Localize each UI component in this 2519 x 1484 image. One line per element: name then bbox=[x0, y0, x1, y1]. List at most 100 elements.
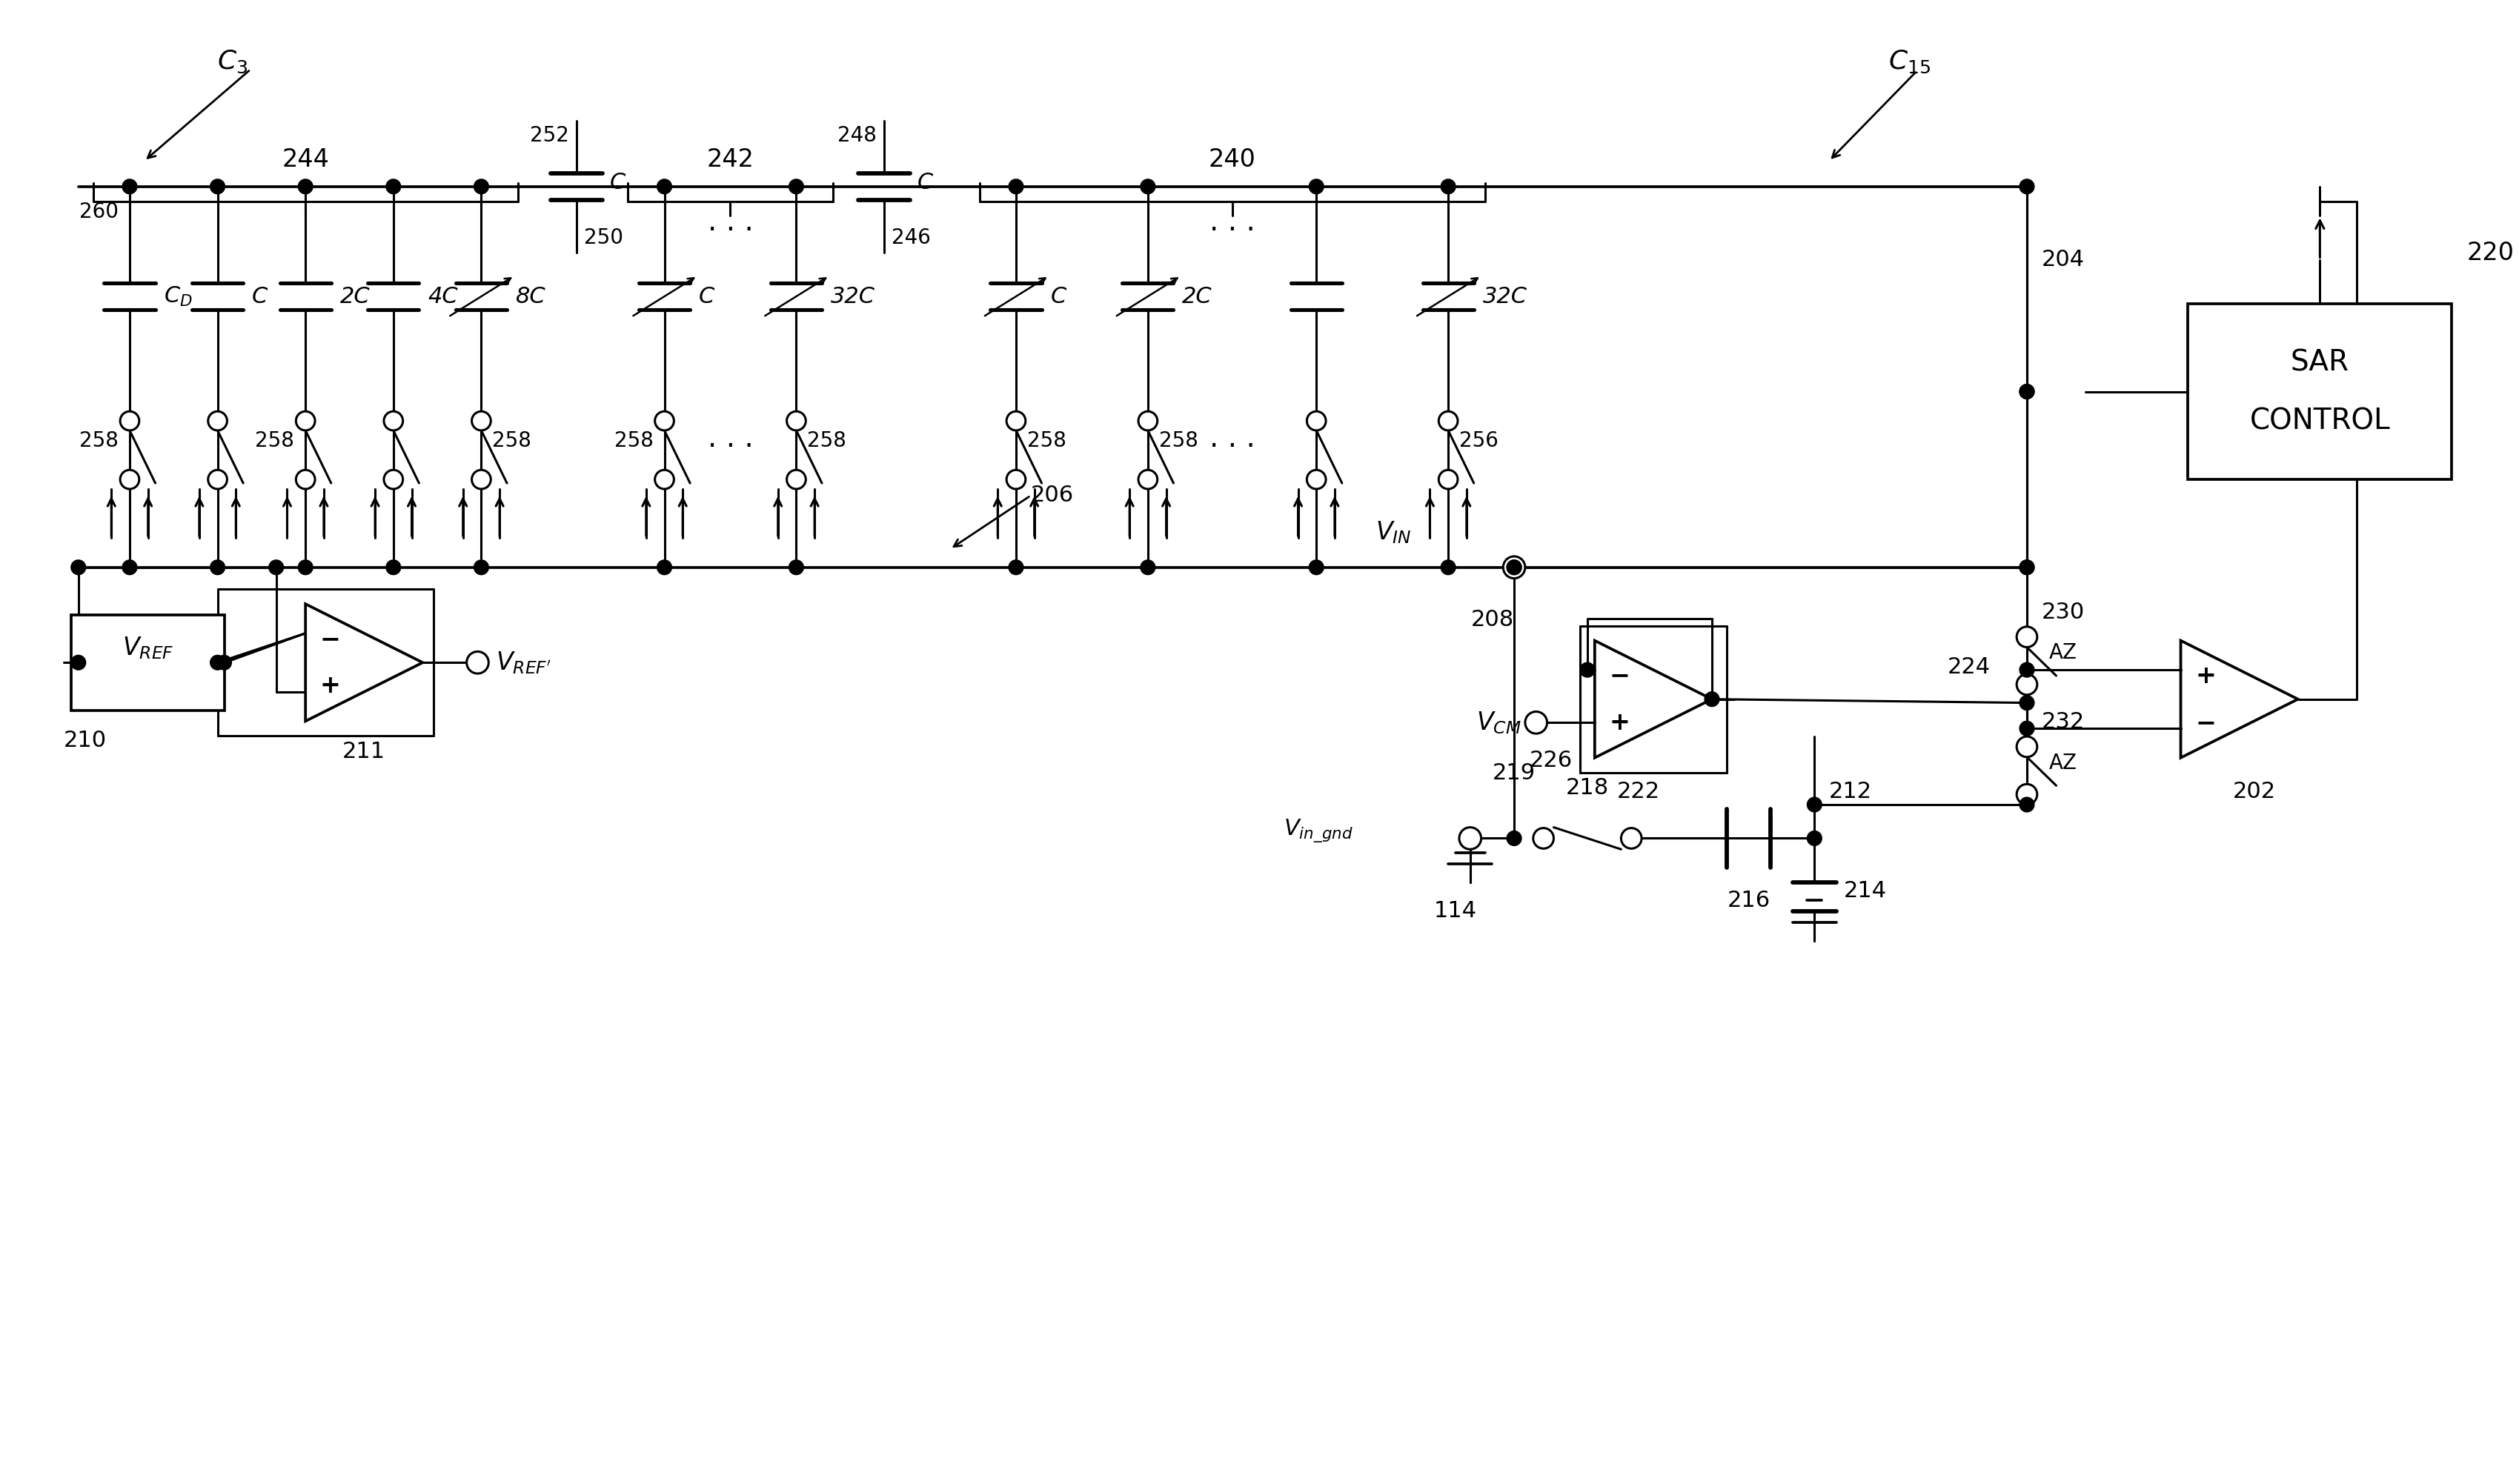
Text: CONTROL: CONTROL bbox=[2249, 407, 2391, 435]
Circle shape bbox=[121, 470, 139, 490]
Circle shape bbox=[2018, 784, 2038, 804]
Text: 224: 224 bbox=[1947, 656, 1990, 678]
Circle shape bbox=[209, 656, 224, 669]
Circle shape bbox=[1438, 411, 1459, 430]
Text: 219: 219 bbox=[1491, 763, 1534, 784]
Text: C: C bbox=[252, 285, 267, 307]
Circle shape bbox=[786, 411, 806, 430]
Circle shape bbox=[2020, 384, 2035, 399]
Circle shape bbox=[1459, 827, 1481, 849]
Circle shape bbox=[1307, 470, 1325, 490]
Text: 216: 216 bbox=[1728, 889, 1771, 911]
Circle shape bbox=[1307, 411, 1325, 430]
Circle shape bbox=[471, 411, 491, 430]
Circle shape bbox=[1008, 470, 1025, 490]
Circle shape bbox=[1506, 559, 1521, 574]
Circle shape bbox=[1008, 180, 1023, 194]
Circle shape bbox=[71, 656, 86, 669]
Text: · · ·: · · · bbox=[708, 217, 753, 245]
Circle shape bbox=[1806, 797, 1821, 812]
Text: 208: 208 bbox=[1471, 608, 1514, 631]
Circle shape bbox=[655, 411, 675, 430]
Text: C: C bbox=[1050, 285, 1066, 307]
Text: 230: 230 bbox=[2040, 601, 2086, 623]
Text: 202: 202 bbox=[2232, 781, 2275, 803]
Text: 258: 258 bbox=[1159, 430, 1199, 451]
Text: AZ: AZ bbox=[2048, 643, 2078, 663]
Circle shape bbox=[295, 470, 315, 490]
Text: 232: 232 bbox=[2040, 711, 2086, 733]
Circle shape bbox=[383, 411, 403, 430]
Circle shape bbox=[270, 559, 285, 574]
Text: 226: 226 bbox=[1529, 749, 1572, 772]
Text: AZ: AZ bbox=[2048, 752, 2078, 773]
Text: C: C bbox=[610, 172, 625, 193]
Circle shape bbox=[385, 180, 401, 194]
Text: C: C bbox=[917, 172, 932, 193]
Circle shape bbox=[1622, 828, 1642, 849]
Text: $V_{IN}$: $V_{IN}$ bbox=[1375, 519, 1411, 546]
Circle shape bbox=[209, 180, 224, 194]
Circle shape bbox=[1441, 559, 1456, 574]
Text: 32C: 32C bbox=[831, 285, 874, 307]
Text: +: + bbox=[1610, 711, 1630, 735]
Circle shape bbox=[1310, 559, 1322, 574]
Text: 204: 204 bbox=[2040, 249, 2086, 270]
Circle shape bbox=[788, 180, 804, 194]
Circle shape bbox=[2020, 180, 2035, 194]
Circle shape bbox=[2020, 721, 2035, 736]
Text: 244: 244 bbox=[282, 147, 330, 172]
Text: 258: 258 bbox=[81, 430, 118, 451]
Circle shape bbox=[1141, 559, 1156, 574]
Circle shape bbox=[1504, 556, 1524, 579]
Circle shape bbox=[474, 559, 489, 574]
Circle shape bbox=[657, 559, 673, 574]
Text: 211: 211 bbox=[343, 741, 385, 763]
Circle shape bbox=[1139, 411, 1156, 430]
Text: 242: 242 bbox=[708, 147, 753, 172]
Text: $C_3$: $C_3$ bbox=[217, 49, 247, 76]
Text: 252: 252 bbox=[529, 125, 569, 145]
Text: · · ·: · · · bbox=[1209, 432, 1254, 460]
Circle shape bbox=[1506, 831, 1521, 846]
Text: 256: 256 bbox=[1459, 430, 1499, 451]
Circle shape bbox=[1524, 712, 1547, 733]
Circle shape bbox=[471, 470, 491, 490]
Circle shape bbox=[295, 411, 315, 430]
Text: $C_{15}$: $C_{15}$ bbox=[1889, 49, 1932, 76]
Circle shape bbox=[1441, 180, 1456, 194]
Circle shape bbox=[2020, 696, 2035, 711]
Text: 246: 246 bbox=[892, 227, 930, 248]
Text: · · ·: · · · bbox=[1209, 217, 1254, 245]
Circle shape bbox=[1008, 559, 1023, 574]
Circle shape bbox=[655, 470, 675, 490]
Circle shape bbox=[2020, 384, 2035, 399]
Text: 218: 218 bbox=[1567, 778, 1610, 798]
Circle shape bbox=[786, 470, 806, 490]
Circle shape bbox=[123, 180, 136, 194]
Circle shape bbox=[2020, 797, 2035, 812]
Text: $V_{REF}$: $V_{REF}$ bbox=[123, 635, 174, 660]
Text: 258: 258 bbox=[806, 430, 846, 451]
Circle shape bbox=[1534, 828, 1554, 849]
Text: SAR: SAR bbox=[2290, 349, 2350, 377]
Text: 258: 258 bbox=[491, 430, 532, 451]
Circle shape bbox=[2020, 559, 2035, 574]
Text: −: − bbox=[1610, 663, 1630, 689]
Circle shape bbox=[466, 651, 489, 674]
Circle shape bbox=[1139, 470, 1156, 490]
Circle shape bbox=[297, 559, 312, 574]
Circle shape bbox=[2020, 559, 2035, 574]
Text: 258: 258 bbox=[254, 430, 295, 451]
Circle shape bbox=[1438, 470, 1459, 490]
Text: 258: 258 bbox=[615, 430, 652, 451]
Text: $V_{REF'}$: $V_{REF'}$ bbox=[496, 650, 552, 675]
Circle shape bbox=[1705, 692, 1720, 706]
Text: +: + bbox=[320, 674, 340, 697]
Circle shape bbox=[123, 559, 136, 574]
Text: −: − bbox=[2197, 711, 2217, 735]
Circle shape bbox=[2018, 736, 2038, 757]
Text: −: − bbox=[320, 626, 340, 651]
Circle shape bbox=[2020, 662, 2035, 677]
Circle shape bbox=[71, 559, 86, 574]
